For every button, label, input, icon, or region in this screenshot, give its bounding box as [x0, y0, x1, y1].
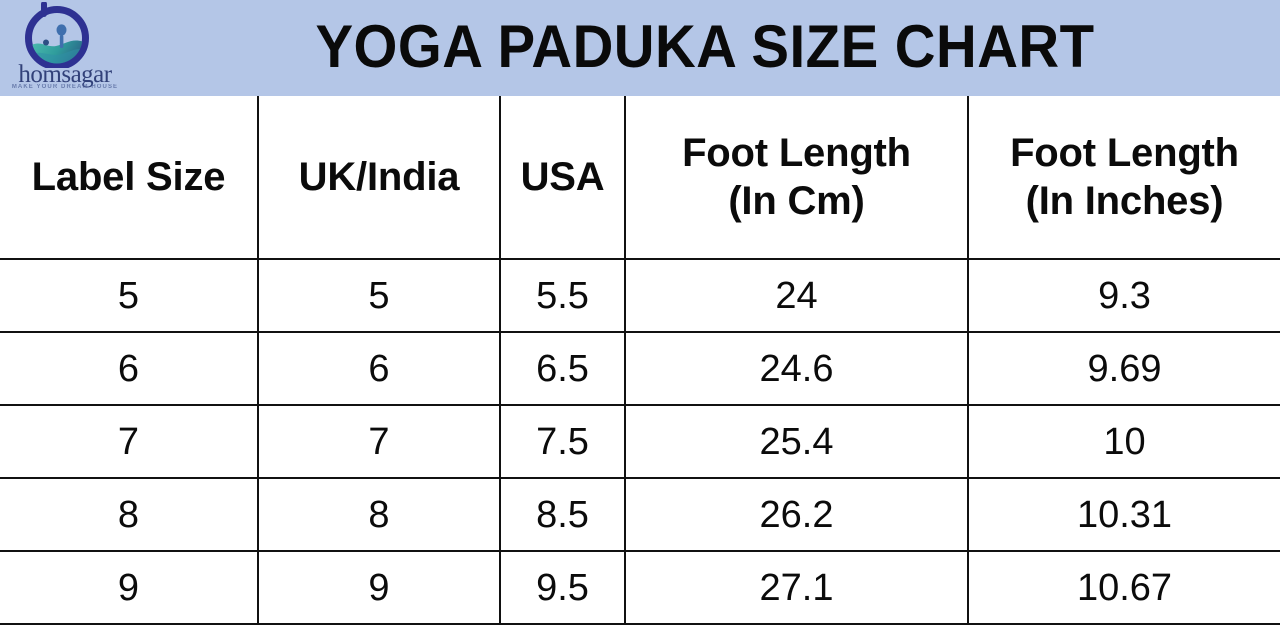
column-header-foot-length-cm: Foot Length (In Cm)	[624, 96, 969, 260]
homsagar-logo-icon	[25, 2, 89, 68]
cell-usa: 5.5	[499, 259, 626, 333]
cell-foot-length-cm: 26.2	[624, 477, 969, 552]
brand-tagline: MAKE YOUR DREAM HOUSE	[11, 84, 119, 90]
cell-foot-length-in: 10.67	[967, 550, 1280, 625]
brand-logo: homsagar MAKE YOUR DREAM HOUSE	[2, 0, 130, 96]
column-header-line2: (In Cm)	[728, 179, 865, 223]
cell-foot-length-in: 10.31	[967, 477, 1280, 552]
cell-foot-length-in: 10	[967, 404, 1280, 479]
cell-label-size: 5	[0, 259, 259, 333]
column-header-line1: UK/India	[298, 155, 460, 199]
cell-foot-length-cm: 24	[624, 259, 969, 333]
column-header-line1: USA	[520, 155, 605, 199]
table-header: Label Size UK/India USA Foot Length (In …	[0, 96, 1280, 260]
size-chart-table: Label Size UK/India USA Foot Length (In …	[0, 96, 1280, 625]
header-banner: homsagar MAKE YOUR DREAM HOUSE YOGA PADU…	[0, 0, 1280, 96]
column-header-label-size: Label Size	[0, 96, 259, 260]
table-row: 7 7 7.5 25.4 10	[0, 404, 1280, 479]
chart-title: YOGA PADUKA SIZE CHART	[315, 12, 1095, 80]
column-header-uk-india: UK/India	[257, 96, 501, 260]
cell-label-size: 7	[0, 404, 259, 479]
table-body: 5 5 5.5 24 9.3 6 6 6.5 24.6 9.69 7 7 7.5	[0, 259, 1280, 625]
cell-foot-length-cm: 27.1	[624, 550, 969, 625]
cell-uk-india: 6	[257, 331, 501, 406]
cell-foot-length-cm: 24.6	[624, 331, 969, 406]
cell-usa: 9.5	[499, 550, 626, 625]
column-header-line1: Label Size	[31, 155, 226, 199]
cell-foot-length-cm: 25.4	[624, 404, 969, 479]
cell-usa: 8.5	[499, 477, 626, 552]
size-table-container: Label Size UK/India USA Foot Length (In …	[0, 96, 1280, 625]
brand-wordmark: homsagar	[18, 61, 112, 88]
table-row: 6 6 6.5 24.6 9.69	[0, 331, 1280, 406]
column-header-foot-length-inches: Foot Length (In Inches)	[967, 96, 1280, 260]
cell-uk-india: 9	[257, 550, 501, 625]
cell-uk-india: 5	[257, 259, 501, 333]
column-header-line2: (In Inches)	[1025, 179, 1224, 223]
cell-foot-length-in: 9.69	[967, 331, 1280, 406]
table-row: 9 9 9.5 27.1 10.67	[0, 550, 1280, 625]
table-row: 8 8 8.5 26.2 10.31	[0, 477, 1280, 552]
cell-usa: 7.5	[499, 404, 626, 479]
table-row: 5 5 5.5 24 9.3	[0, 259, 1280, 333]
cell-label-size: 8	[0, 477, 259, 552]
column-header-line1: Foot Length	[1010, 131, 1239, 175]
cell-usa: 6.5	[499, 331, 626, 406]
cell-label-size: 6	[0, 331, 259, 406]
column-header-line1: Foot Length	[682, 131, 911, 175]
cell-uk-india: 7	[257, 404, 501, 479]
cell-foot-length-in: 9.3	[967, 259, 1280, 333]
table-header-row: Label Size UK/India USA Foot Length (In …	[0, 96, 1280, 260]
cell-uk-india: 8	[257, 477, 501, 552]
cell-label-size: 9	[0, 550, 259, 625]
column-header-usa: USA	[499, 96, 626, 260]
